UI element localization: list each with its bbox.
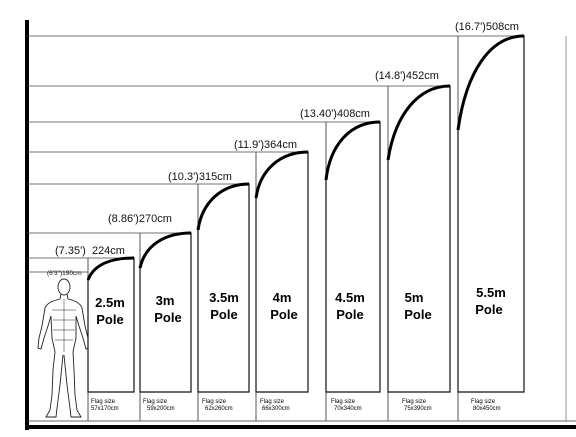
flag-banner — [197, 183, 250, 393]
pole-word: Pole — [96, 312, 123, 327]
flag-2-5m: (7.35') 224cm 2.5m Pole Flag size 57x170… — [27, 245, 135, 421]
pole-size: 4.5m — [335, 290, 365, 305]
person-figure — [37, 278, 90, 418]
pole-word: Pole — [210, 307, 237, 322]
pole-word: Pole — [270, 307, 297, 322]
flag-4-5m: (13.40')408cm 4.5m Pole Flag size 70x340… — [27, 108, 381, 421]
pole-size: 3.5m — [209, 290, 239, 305]
height-label: (10.3')315cm — [168, 171, 232, 183]
height-label: (7.35') 224cm — [55, 245, 125, 257]
pole-word: Pole — [154, 310, 181, 325]
flag-size-label: Flag size — [143, 399, 168, 405]
pole-size: 4m — [273, 290, 292, 305]
flag-5-5m: (16.7')508cm 5.5m Pole Flag size 80x450c… — [27, 21, 525, 421]
flag-size-value: 80x450cm — [473, 406, 501, 412]
flag-size-label: Flag size — [331, 399, 356, 405]
flag-banner — [387, 85, 451, 393]
pole-word: Pole — [336, 307, 363, 322]
flag-top-edge — [386, 84, 451, 161]
flag-size-label: Flag size — [91, 399, 116, 405]
flag-top-edge — [138, 231, 192, 269]
flag-size-value: 66x300cm — [262, 406, 290, 412]
flag-top-edge — [456, 34, 525, 131]
person-height-label: (6'3")190cm — [47, 270, 82, 277]
flag-top-edge — [86, 256, 135, 281]
pole-size: 2.5m — [95, 295, 125, 310]
flag-size-value: 57x170cm — [91, 406, 119, 412]
pole-size: 5m — [405, 290, 424, 305]
flag-top-edge — [196, 182, 250, 231]
flag-banner — [255, 151, 309, 393]
pole-word: Pole — [404, 307, 431, 322]
flag-3m: (8.86')270cm 3m Pole Flag size 59x200cm — [27, 213, 192, 421]
flag-4m: (11.9')364cm 4m Pole Flag size 66x300cm — [27, 139, 309, 421]
flag-size-label: Flag size — [260, 399, 285, 405]
flag-top-edge — [324, 120, 381, 181]
pole-size: 5.5m — [476, 285, 506, 300]
flag-size-value: 75x390cm — [404, 406, 432, 412]
pole-size: 3m — [156, 293, 175, 308]
flag-size-value: 59x200cm — [147, 406, 175, 412]
flag-size-value: 70x340cm — [334, 406, 362, 412]
height-label: (13.40')408cm — [300, 108, 370, 120]
pole-word: Pole — [475, 302, 502, 317]
flag-top-edge — [254, 150, 309, 199]
height-label: (8.86')270cm — [108, 213, 172, 225]
flag-5m: (14.8')452cm 5m Pole Flag size 75x390cm — [27, 70, 451, 421]
height-label: (14.8')452cm — [375, 70, 439, 82]
flag-size-label: Flag size — [202, 399, 227, 405]
flag-3-5m: (10.3')315cm 3.5m Pole Flag size 62x260c… — [27, 171, 250, 421]
height-label: (11.9')364cm — [234, 139, 297, 151]
flag-size-label: Flag size — [402, 399, 427, 405]
height-label: (16.7')508cm — [455, 21, 519, 33]
flag-size-label: Flag size — [471, 399, 496, 405]
flag-banner — [325, 121, 381, 393]
flag-size-value: 62x260cm — [205, 406, 233, 412]
